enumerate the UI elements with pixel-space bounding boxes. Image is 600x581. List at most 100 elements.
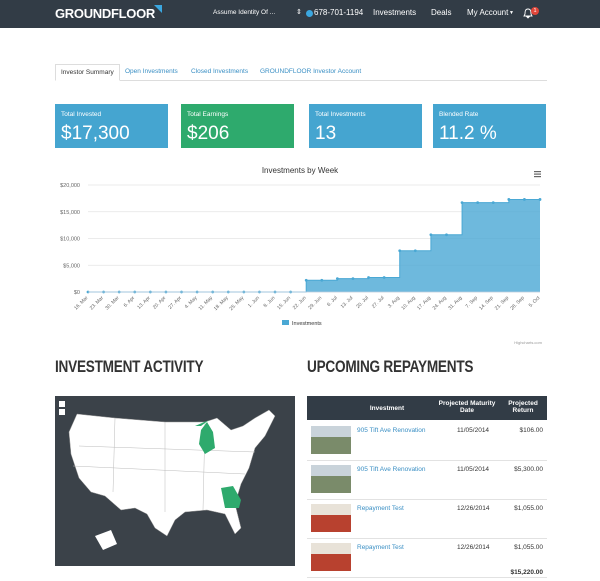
projected-return: $5,300.00 (514, 466, 543, 473)
stat-label: Total Invested (61, 111, 102, 118)
x-tick-label: 13. Jul (340, 295, 355, 310)
x-tick-label: 27. Jul (371, 295, 386, 310)
x-tick-label: 28. Sep (509, 295, 526, 312)
point (86, 290, 90, 294)
thumbnail (311, 426, 351, 454)
tab-rule (55, 80, 547, 81)
projected-return: $106.00 (519, 427, 544, 434)
x-tick-label: 20. Jul (355, 295, 370, 310)
x-tick-label: 30. Mar (104, 295, 120, 311)
point (413, 249, 417, 253)
logo-mark (154, 5, 162, 13)
nav-link[interactable]: Investments (373, 8, 417, 17)
tab[interactable]: Open Investments (125, 68, 178, 75)
table-total: $15,220.00 (510, 569, 543, 576)
x-tick-label: 27. Apr (167, 295, 183, 311)
x-tick-label: 31. Aug (447, 295, 463, 311)
tab[interactable]: Investor Summary (55, 64, 120, 81)
point (335, 277, 339, 281)
point (429, 233, 433, 237)
chart-menu[interactable] (534, 171, 541, 178)
chart-title: Investments by Week (262, 166, 339, 175)
x-tick-label: 3. Aug (387, 295, 401, 309)
projected-return: $1,055.00 (514, 505, 543, 512)
maturity-date: 12/26/2014 (457, 505, 490, 512)
chart: Investments by Week $0 $5,000 $10,000 $15,0… (60, 166, 543, 345)
x-tick-label: 1. Jun (247, 295, 261, 309)
zoom-in[interactable] (59, 401, 65, 407)
chart-credit: Highcharts.com (514, 340, 542, 345)
y-tick-label: $20,000 (60, 183, 80, 189)
section-heading: INVESTMENT ACTIVITY (55, 357, 204, 376)
investment-link[interactable]: 905 Tift Ave Renovation (357, 427, 426, 434)
tab[interactable]: Closed Investments (191, 68, 249, 75)
logo[interactable]: GROUNDFLOOR (55, 6, 155, 21)
nav-link[interactable]: Deals (431, 8, 452, 17)
investment-link[interactable]: Repayment Test (357, 544, 404, 551)
point (351, 277, 355, 281)
x-tick-label: 24. Aug (432, 295, 448, 311)
x-tick-label: 13. Apr (136, 295, 152, 311)
nav-link[interactable]: My Account (467, 8, 509, 17)
row-divider (307, 499, 547, 500)
maturity-date: 11/05/2014 (457, 466, 490, 473)
notification-badge: 1 (531, 7, 539, 15)
thumbnail (311, 504, 351, 532)
stat-value: $17,300 (61, 123, 130, 144)
row-divider (307, 538, 547, 539)
x-tick-label: 17. Aug (416, 295, 432, 311)
y-tick-label: $0 (74, 290, 80, 296)
row-divider (307, 460, 547, 461)
legend-label: Investments (292, 321, 322, 327)
section-heading: UPCOMING REPAYMENTS (307, 357, 474, 376)
identity-select[interactable]: Assume Identity Of ... (213, 9, 276, 16)
point (398, 249, 402, 253)
row-divider (307, 577, 547, 578)
bell-icon[interactable] (523, 8, 533, 19)
phone: 678-701-1194 (314, 8, 364, 17)
x-tick-label: 6. Jul (326, 295, 339, 308)
point (491, 201, 495, 205)
point (304, 278, 308, 282)
stat-value: 13 (315, 123, 337, 144)
point (460, 201, 464, 205)
navbar: GROUNDFLOOR Assume Identity Of ... ⇕ 678… (0, 0, 600, 28)
y-tick-label: $5,000 (63, 263, 80, 269)
point (476, 201, 480, 205)
projected-return: $1,055.00 (514, 544, 543, 551)
point (320, 278, 324, 282)
tab[interactable]: GROUNDFLOOR Investor Account (260, 68, 362, 75)
zoom-out[interactable] (59, 409, 65, 415)
x-tick-label: 21. Sep (494, 295, 511, 312)
x-tick-label: 11. May (198, 295, 215, 312)
area (88, 199, 540, 292)
x-tick-label: 20. Apr (152, 295, 168, 311)
column-header: Projected Maturity Date (438, 400, 496, 414)
stat-value: $206 (187, 123, 230, 144)
x-tick-label: 14. Sep (478, 295, 495, 312)
thumbnail (311, 465, 351, 493)
select-caret: ⇕ (296, 9, 302, 16)
phone-icon (306, 10, 313, 17)
stat-label: Blended Rate (439, 111, 479, 118)
legend-swatch (282, 320, 289, 325)
point (538, 198, 542, 201)
x-tick-label: 6. Apr (123, 295, 137, 309)
x-tick-label: 8. Jun (263, 295, 277, 309)
investment-link[interactable]: Repayment Test (357, 505, 404, 512)
stat-card: Total Investments 13 (309, 104, 422, 148)
point (445, 233, 448, 237)
x-tick-label: 10. Aug (400, 295, 416, 311)
thumbnail (311, 543, 351, 571)
us-map (55, 396, 295, 566)
investment-link[interactable]: 905 Tift Ave Renovation (357, 466, 426, 473)
x-tick-label: 29. Jun (307, 295, 323, 311)
x-tick-label: 18. May (213, 295, 230, 312)
x-tick-label: 16. Mar (73, 295, 89, 311)
table-header (307, 396, 547, 420)
caret: ▼ (509, 10, 514, 16)
point (382, 276, 386, 279)
point (523, 198, 526, 201)
x-tick-label: 25. May (228, 295, 245, 312)
stat-card: Total Invested $17,300 (55, 104, 168, 148)
